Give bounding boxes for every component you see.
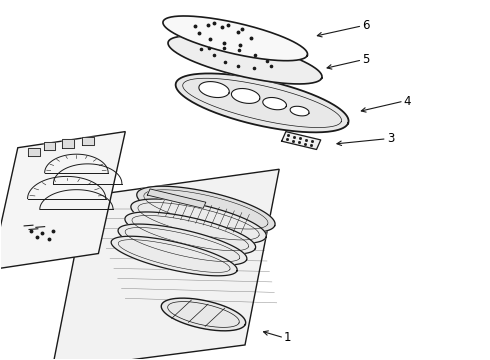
Polygon shape <box>175 73 348 132</box>
Polygon shape <box>52 169 279 360</box>
Polygon shape <box>111 236 237 276</box>
Polygon shape <box>125 212 256 254</box>
Polygon shape <box>82 136 94 145</box>
Polygon shape <box>231 89 260 103</box>
Text: 6: 6 <box>362 19 370 32</box>
Polygon shape <box>282 132 321 149</box>
Polygon shape <box>118 224 247 265</box>
Text: 3: 3 <box>387 132 394 145</box>
Polygon shape <box>161 298 245 331</box>
Polygon shape <box>263 98 287 110</box>
Text: 1: 1 <box>284 331 292 344</box>
Polygon shape <box>44 141 55 150</box>
Polygon shape <box>290 106 309 116</box>
Polygon shape <box>163 16 308 61</box>
Text: 5: 5 <box>362 53 369 66</box>
Text: 4: 4 <box>404 95 411 108</box>
Polygon shape <box>199 82 229 98</box>
Polygon shape <box>137 186 275 233</box>
Polygon shape <box>28 148 40 156</box>
Polygon shape <box>147 189 206 208</box>
Polygon shape <box>131 199 266 243</box>
Text: 2: 2 <box>45 143 52 156</box>
Polygon shape <box>168 36 322 84</box>
Polygon shape <box>62 139 74 148</box>
Polygon shape <box>0 132 125 270</box>
